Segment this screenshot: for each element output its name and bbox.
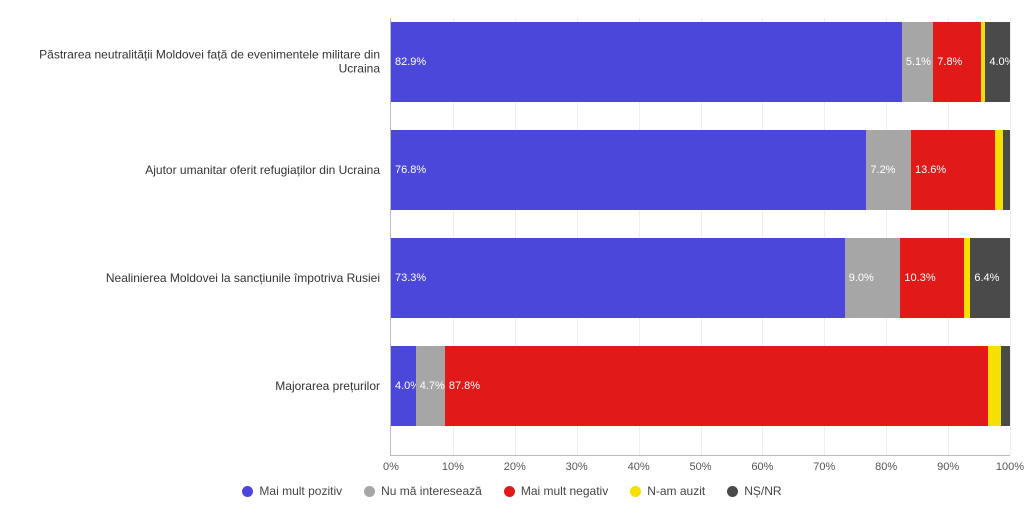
- bar-segment-nu_interes: 9.0%: [845, 238, 901, 318]
- x-axis-tick: 100%: [996, 455, 1024, 473]
- x-axis-tick: 70%: [813, 455, 835, 473]
- legend-label: Nu mă interesează: [381, 484, 482, 498]
- bar-segment-nu_interes: 7.2%: [866, 130, 911, 210]
- legend-swatch: [504, 486, 515, 497]
- bar-segment-pozitiv: 82.9%: [391, 22, 902, 102]
- segment-value-label: 7.8%: [937, 56, 962, 68]
- legend-swatch: [727, 486, 738, 497]
- segment-value-label: 6.4%: [974, 272, 999, 284]
- grid-line: [1010, 18, 1011, 455]
- bar-segment-negativ: 10.3%: [900, 238, 964, 318]
- x-axis-tick: 10%: [442, 455, 464, 473]
- bar-segment-nsnr: 6.4%: [970, 238, 1010, 318]
- legend: Mai mult pozitiv Nu mă interesează Mai mul…: [14, 484, 1010, 498]
- bars-area: 0%10%20%30%40%50%60%70%80%90%100%82.9%5.…: [390, 18, 1010, 456]
- segment-value-label: 5.1%: [906, 56, 931, 68]
- x-axis-tick: 20%: [504, 455, 526, 473]
- segment-value-label: 10.3%: [904, 272, 935, 284]
- bar-row: 82.9%5.1%7.8%0.2%4.0%: [391, 22, 1010, 102]
- x-axis-tick: 80%: [875, 455, 897, 473]
- legend-item-nsnr: NȘ/NR: [727, 484, 781, 498]
- bar-segment-pozitiv: 73.3%: [391, 238, 845, 318]
- legend-item-negativ: Mai mult negativ: [504, 484, 608, 498]
- legend-label: Mai mult pozitiv: [259, 484, 342, 498]
- legend-label: Mai mult negativ: [521, 484, 608, 498]
- bar-segment-negativ: 87.8%: [445, 346, 988, 426]
- x-axis-tick: 60%: [751, 455, 773, 473]
- bar-segment-pozitiv: 76.8%: [391, 130, 866, 210]
- x-axis-tick: 90%: [937, 455, 959, 473]
- category-label: Ajutor umanitar oferit refugiaților din …: [10, 163, 380, 177]
- x-axis-tick: 50%: [689, 455, 711, 473]
- legend-item-nu_interes: Nu mă interesează: [364, 484, 482, 498]
- bar-segment-pozitiv: 4.0%: [391, 346, 416, 426]
- segment-value-label: 4.0%: [395, 380, 416, 392]
- bar-row: 76.8% 7.2% 13.6% 1.2%1.2%: [391, 130, 1010, 210]
- legend-label: N-am auzit: [647, 484, 705, 498]
- segment-value-label: 4.0%: [989, 56, 1010, 68]
- category-label: Păstrarea neutralității Moldovei față de…: [10, 48, 380, 77]
- bar-segment-nam_auzit: 2.0%: [988, 346, 1000, 426]
- bar-segment-nam_auzit: 1.2%: [995, 130, 1002, 210]
- segment-value-label: 76.8%: [395, 164, 426, 176]
- y-axis-labels: Păstrarea neutralității Moldovei față de…: [14, 18, 390, 456]
- stacked-bar-chart: Păstrarea neutralității Moldovei față de…: [0, 0, 1024, 519]
- category-label: Majorarea prețurilor: [10, 379, 380, 393]
- segment-value-label: 87.8%: [449, 380, 480, 392]
- x-axis-tick: 40%: [628, 455, 650, 473]
- bar-segment-nu_interes: 5.1%: [902, 22, 933, 102]
- legend-item-pozitiv: Mai mult pozitiv: [242, 484, 342, 498]
- category-label: Nealinierea Moldovei la sancțiunile împo…: [10, 271, 380, 285]
- segment-value-label: 9.0%: [849, 272, 874, 284]
- segment-value-label: 73.3%: [395, 272, 426, 284]
- x-axis-tick: 30%: [566, 455, 588, 473]
- bar-segment-nsnr: 4.0%: [985, 22, 1010, 102]
- legend-item-nam_auzit: N-am auzit: [630, 484, 705, 498]
- segment-value-label: 13.6%: [915, 164, 946, 176]
- bar-segment-negativ: 7.8%: [933, 22, 981, 102]
- bar-row: 4.0% 4.7% 87.8% 2.0%1.5%: [391, 346, 1010, 426]
- segment-value-label: 82.9%: [395, 56, 426, 68]
- legend-label: NȘ/NR: [744, 484, 781, 498]
- segment-value-label: 7.2%: [870, 164, 895, 176]
- legend-swatch: [364, 486, 375, 497]
- x-axis-tick: 0%: [383, 455, 399, 473]
- legend-swatch: [242, 486, 253, 497]
- bar-segment-negativ: 13.6%: [911, 130, 995, 210]
- bar-segment-nu_interes: 4.7%: [416, 346, 445, 426]
- bar-segment-nsnr: 1.5%: [1001, 346, 1010, 426]
- segment-value-label: 4.7%: [420, 380, 445, 392]
- bar-segment-nsnr: 1.2%: [1003, 130, 1010, 210]
- bar-row: 73.3%9.0%10.3%1.0%6.4%: [391, 238, 1010, 318]
- plot-area: Păstrarea neutralității Moldovei față de…: [14, 18, 1010, 456]
- legend-swatch: [630, 486, 641, 497]
